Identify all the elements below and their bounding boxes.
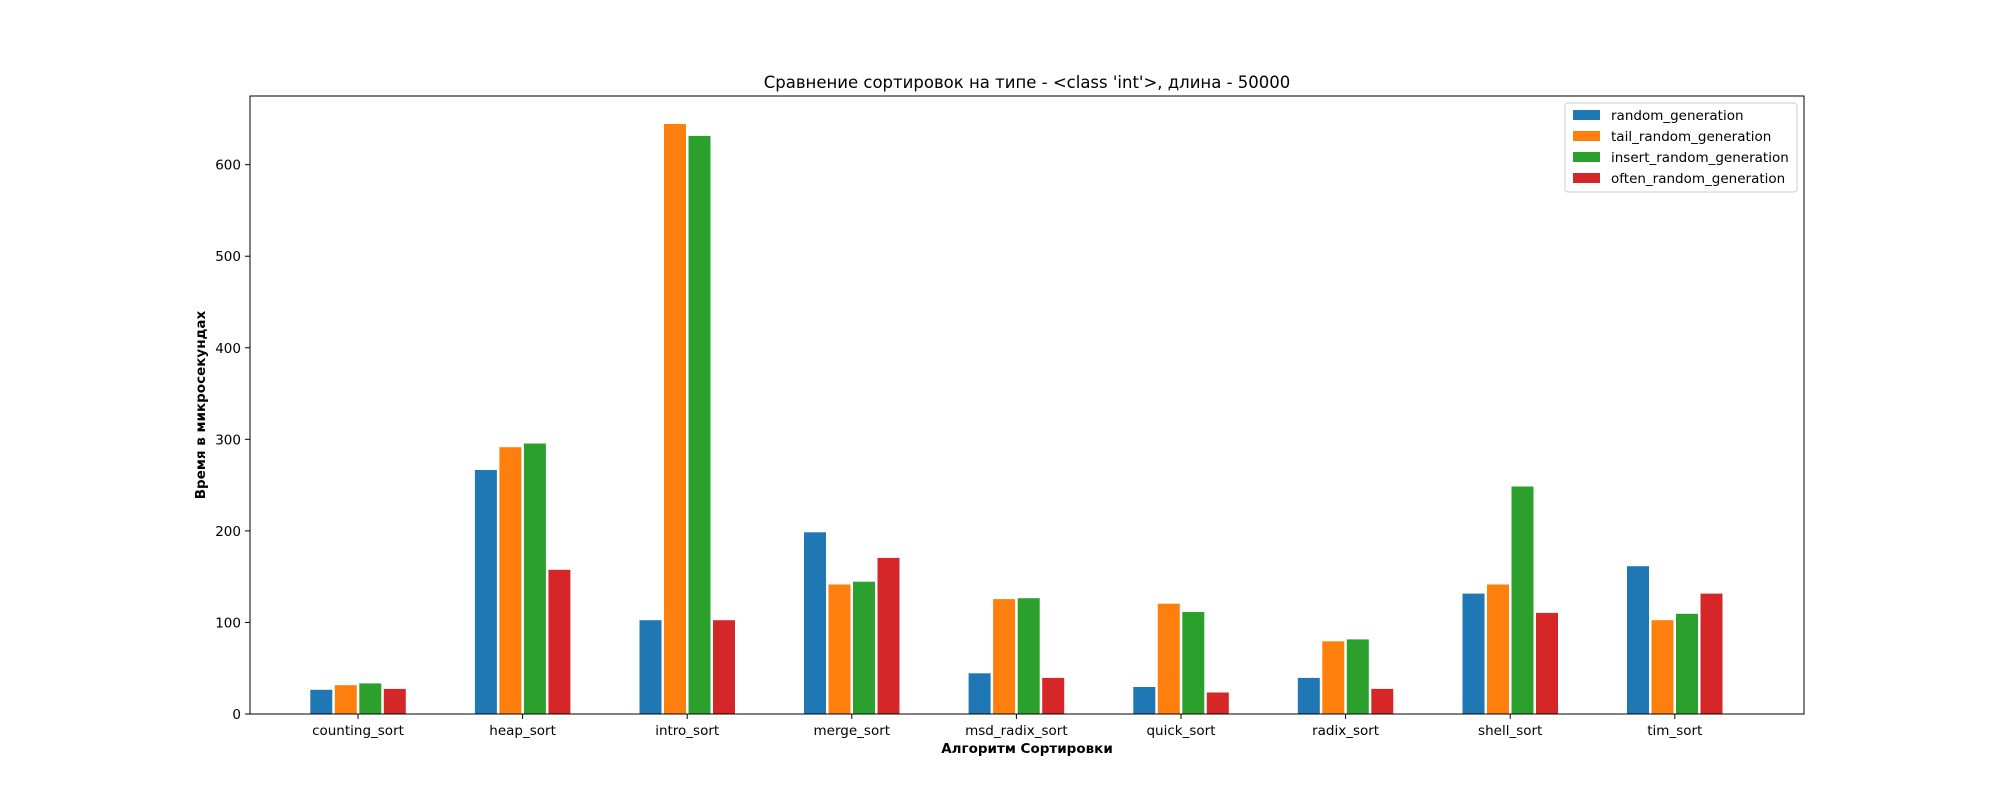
bar-random_generation-heap_sort xyxy=(473,469,498,715)
legend-swatch xyxy=(1573,110,1600,120)
x-tick-label: shell_sort xyxy=(1478,723,1542,739)
legend-label: insert_random_generation xyxy=(1611,150,1789,166)
bar-random_generation-intro_sort xyxy=(638,619,663,715)
bar-insert_random_generation-quick_sort xyxy=(1181,611,1206,715)
y-tick-label: 300 xyxy=(215,432,241,448)
bar-often_random_generation-tim_sort xyxy=(1699,592,1724,715)
legend-label: often_random_generation xyxy=(1611,171,1785,187)
bar-tail_random_generation-merge_sort xyxy=(827,583,852,715)
axes: 0 100 200 300 400 500 600 counting_sort heap_sor… xyxy=(215,158,1702,739)
x-tick-label: quick_sort xyxy=(1146,723,1215,739)
bar-often_random_generation-intro_sort xyxy=(712,619,736,715)
bar-random_generation-quick_sort xyxy=(1132,686,1157,715)
y-tick-label: 200 xyxy=(215,524,241,540)
bar-often_random_generation-quick_sort xyxy=(1205,691,1230,715)
bar-insert_random_generation-counting_sort xyxy=(358,682,383,715)
y-tick-label: 500 xyxy=(215,249,241,265)
y-tick-label: 0 xyxy=(232,707,241,723)
bar-often_random_generation-heap_sort xyxy=(547,568,572,715)
legend-frame xyxy=(1564,102,1798,193)
bar-random_generation-tim_sort xyxy=(1626,565,1650,715)
legend-label: tail_random_generation xyxy=(1611,129,1771,145)
legend-label: random_generation xyxy=(1611,108,1744,124)
legend-swatch xyxy=(1573,131,1600,141)
x-tick-label: msd_radix_sort xyxy=(965,723,1068,739)
y-tick-label: 400 xyxy=(215,341,241,357)
bar-random_generation-shell_sort xyxy=(1461,592,1486,715)
bar-tail_random_generation-heap_sort xyxy=(498,446,523,715)
y-tick-label: 100 xyxy=(215,615,241,631)
bar-often_random_generation-counting_sort xyxy=(382,687,407,715)
bar-tail_random_generation-radix_sort xyxy=(1321,640,1346,715)
bar-often_random_generation-shell_sort xyxy=(1535,611,1559,715)
bar-often_random_generation-msd_radix_sort xyxy=(1041,676,1066,715)
x-tick-label: merge_sort xyxy=(814,723,891,739)
bar-insert_random_generation-tim_sort xyxy=(1675,612,1699,715)
bar-random_generation-counting_sort xyxy=(309,688,334,715)
bar-tail_random_generation-shell_sort xyxy=(1486,583,1510,715)
bar-tail_random_generation-msd_radix_sort xyxy=(992,598,1017,715)
bar-often_random_generation-merge_sort xyxy=(876,556,901,715)
bars-layer xyxy=(309,123,1724,715)
bar-tail_random_generation-intro_sort xyxy=(663,123,687,715)
bar-insert_random_generation-msd_radix_sort xyxy=(1016,597,1041,715)
x-tick-label: tim_sort xyxy=(1647,723,1702,739)
bar-tail_random_generation-counting_sort xyxy=(333,684,358,715)
x-axis-title: Алгоритм Сортировки xyxy=(941,741,1113,757)
y-axis-title: Время в микросекундах xyxy=(193,310,209,499)
x-tick-label: radix_sort xyxy=(1312,723,1379,739)
x-tick-label: intro_sort xyxy=(655,723,719,739)
bar-random_generation-msd_radix_sort xyxy=(967,672,992,715)
bar-often_random_generation-radix_sort xyxy=(1370,687,1395,715)
bar-insert_random_generation-radix_sort xyxy=(1345,638,1370,715)
legend-swatch xyxy=(1573,152,1600,162)
x-tick-label: counting_sort xyxy=(312,723,404,739)
x-tick-label: heap_sort xyxy=(489,723,556,739)
legend: random_generation tail_random_generationi… xyxy=(1564,102,1798,193)
bar-random_generation-merge_sort xyxy=(803,531,827,715)
bar-insert_random_generation-merge_sort xyxy=(852,580,876,715)
bar-tail_random_generation-quick_sort xyxy=(1156,602,1181,715)
plot-frame xyxy=(249,95,1805,715)
legend-swatch xyxy=(1573,173,1600,183)
bar-insert_random_generation-intro_sort xyxy=(687,134,712,715)
bar-tail_random_generation-tim_sort xyxy=(1650,619,1675,715)
y-tick-label: 600 xyxy=(215,158,241,174)
bar-insert_random_generation-shell_sort xyxy=(1510,485,1535,715)
bar-insert_random_generation-heap_sort xyxy=(522,442,547,715)
bar-random_generation-radix_sort xyxy=(1296,676,1321,715)
chart-title: Сравнение сортировок на типе - <class 'i… xyxy=(764,73,1291,92)
